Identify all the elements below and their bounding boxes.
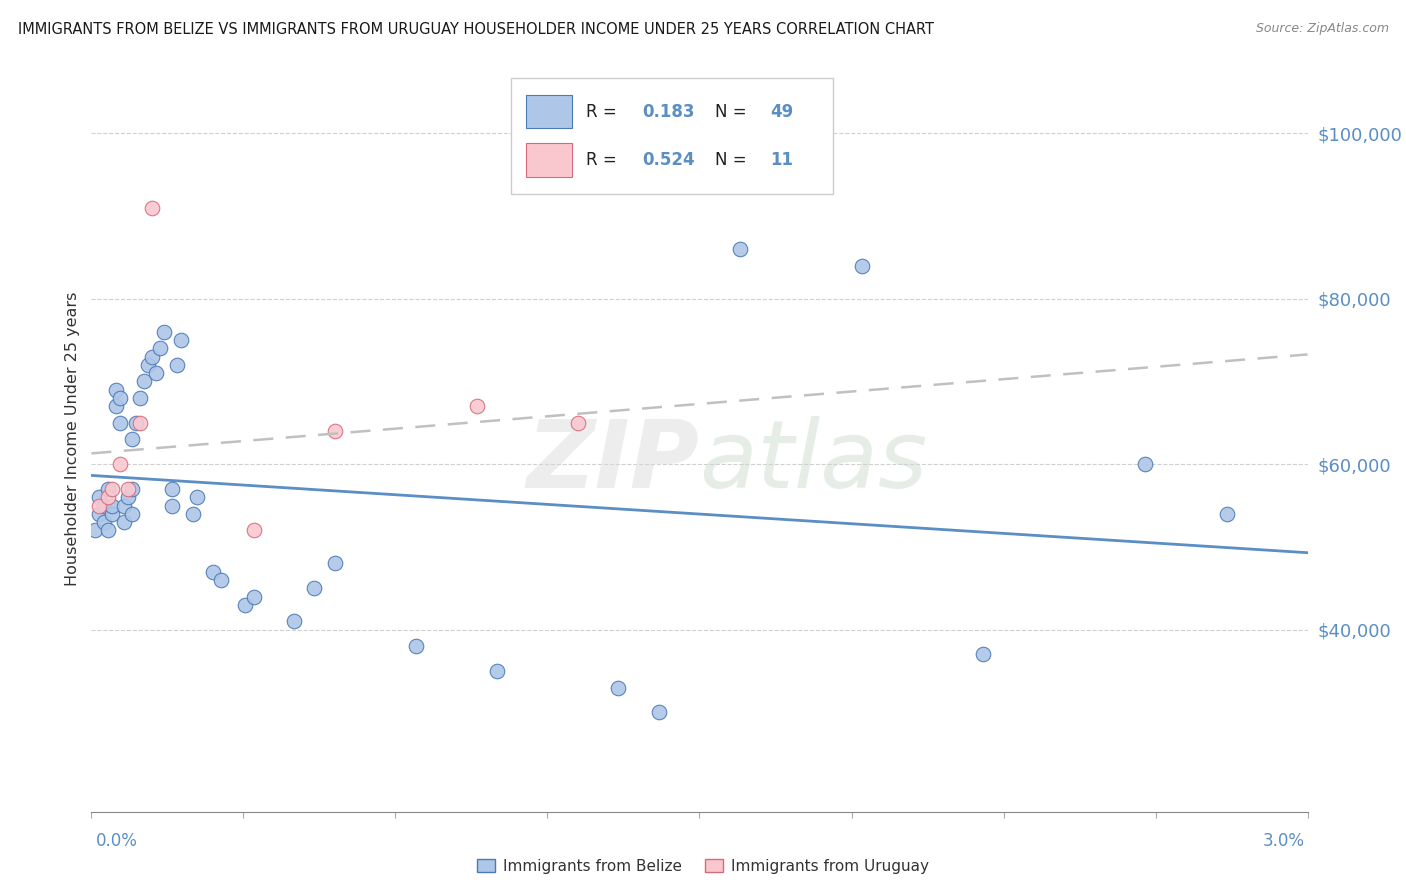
Point: [141, 350, 163, 364]
Text: N =: N =: [716, 151, 752, 169]
Text: IMMIGRANTS FROM BELIZE VS IMMIGRANTS FROM URUGUAY HOUSEHOLDER INCOME UNDER 25 YE: IMMIGRANTS FROM BELIZE VS IMMIGRANTS FRO…: [18, 22, 934, 37]
Text: 3.0%: 3.0%: [1263, 832, 1305, 850]
Point: [97, 490, 120, 504]
Point: [97, 482, 120, 496]
Point: [129, 391, 152, 405]
Text: R =: R =: [586, 103, 623, 120]
Point: [1215, 507, 1237, 521]
Point: [186, 490, 208, 504]
Point: [108, 391, 131, 405]
Point: [117, 482, 139, 496]
Point: [89, 499, 111, 513]
Point: [89, 490, 111, 504]
Point: [141, 201, 163, 215]
Point: [145, 366, 167, 380]
Point: [93, 499, 115, 513]
FancyBboxPatch shape: [526, 144, 572, 177]
Text: 11: 11: [770, 151, 793, 169]
Point: [405, 639, 427, 653]
Point: [100, 482, 122, 496]
Point: [169, 333, 191, 347]
Point: [323, 557, 346, 571]
Point: [121, 507, 143, 521]
Point: [202, 565, 225, 579]
Text: 0.0%: 0.0%: [96, 832, 138, 850]
Point: [283, 615, 305, 629]
Point: [607, 681, 630, 695]
Point: [242, 590, 264, 604]
Point: [84, 524, 107, 538]
Point: [162, 482, 184, 496]
FancyBboxPatch shape: [526, 95, 572, 128]
Point: [235, 598, 257, 612]
Text: 49: 49: [770, 103, 793, 120]
Point: [117, 490, 139, 504]
Point: [108, 416, 131, 430]
Point: [166, 358, 188, 372]
Point: [100, 507, 122, 521]
Point: [648, 706, 671, 720]
Point: [972, 648, 994, 662]
Point: [242, 524, 264, 538]
Point: [1135, 457, 1157, 471]
Point: [162, 499, 184, 513]
FancyBboxPatch shape: [510, 78, 834, 194]
Point: [851, 259, 873, 273]
Point: [97, 524, 120, 538]
Point: [149, 341, 172, 355]
Point: [209, 573, 232, 587]
Point: [89, 507, 111, 521]
Text: 0.524: 0.524: [643, 151, 695, 169]
Point: [121, 432, 143, 446]
Point: [465, 399, 488, 413]
Point: [181, 507, 204, 521]
Point: [104, 383, 127, 397]
Point: [132, 375, 155, 389]
Text: atlas: atlas: [699, 417, 928, 508]
Point: [125, 416, 148, 430]
Text: 0.183: 0.183: [643, 103, 695, 120]
Point: [108, 457, 131, 471]
Point: [728, 242, 751, 256]
Point: [567, 416, 589, 430]
Point: [485, 664, 508, 678]
Point: [323, 424, 346, 438]
Text: Source: ZipAtlas.com: Source: ZipAtlas.com: [1256, 22, 1389, 36]
Point: [112, 515, 135, 529]
Y-axis label: Householder Income Under 25 years: Householder Income Under 25 years: [65, 292, 80, 587]
Point: [304, 582, 326, 596]
Point: [112, 499, 135, 513]
Point: [100, 499, 122, 513]
Point: [93, 515, 115, 529]
Point: [121, 482, 143, 496]
Text: ZIP: ZIP: [527, 416, 699, 508]
Text: N =: N =: [716, 103, 752, 120]
Point: [104, 399, 127, 413]
Point: [153, 325, 176, 339]
Point: [129, 416, 152, 430]
Point: [136, 358, 159, 372]
Text: R =: R =: [586, 151, 623, 169]
Legend: Immigrants from Belize, Immigrants from Uruguay: Immigrants from Belize, Immigrants from …: [471, 853, 935, 880]
